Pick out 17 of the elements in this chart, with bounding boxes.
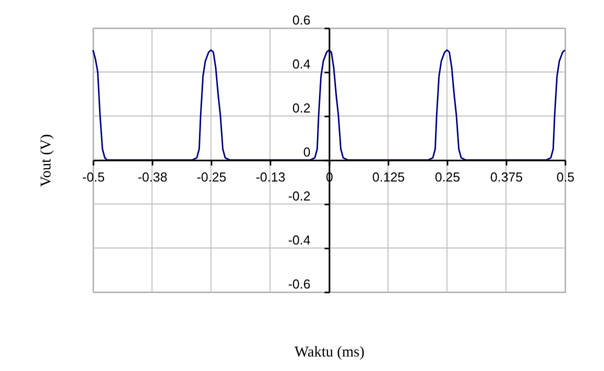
y-tick-label: 0.6 [292,12,310,28]
x-tick-label: 0.125 [372,170,405,184]
x-tick-label: 0.25 [434,170,460,184]
x-tick-label: -0.5 [82,170,105,184]
y-tick-label: 0.2 [292,100,310,116]
x-axis-title: Waktu (ms) [294,344,365,360]
x-tick-label: 0.5 [556,170,575,184]
y-tick-label: -0.4 [288,232,310,248]
y-tick-label: -0.6 [288,276,310,292]
y-axis-title: Vout (V) [38,134,54,187]
y-tick-label: 0.4 [292,56,310,72]
x-tick-label: -0.38 [138,170,168,184]
x-tick-label: 0.375 [490,170,523,184]
x-tick-label: -0.25 [196,170,226,184]
y-tick-label: -0.2 [288,188,310,204]
y-tick-label: 0 [303,144,310,160]
x-tick-label: -0.13 [256,170,286,184]
